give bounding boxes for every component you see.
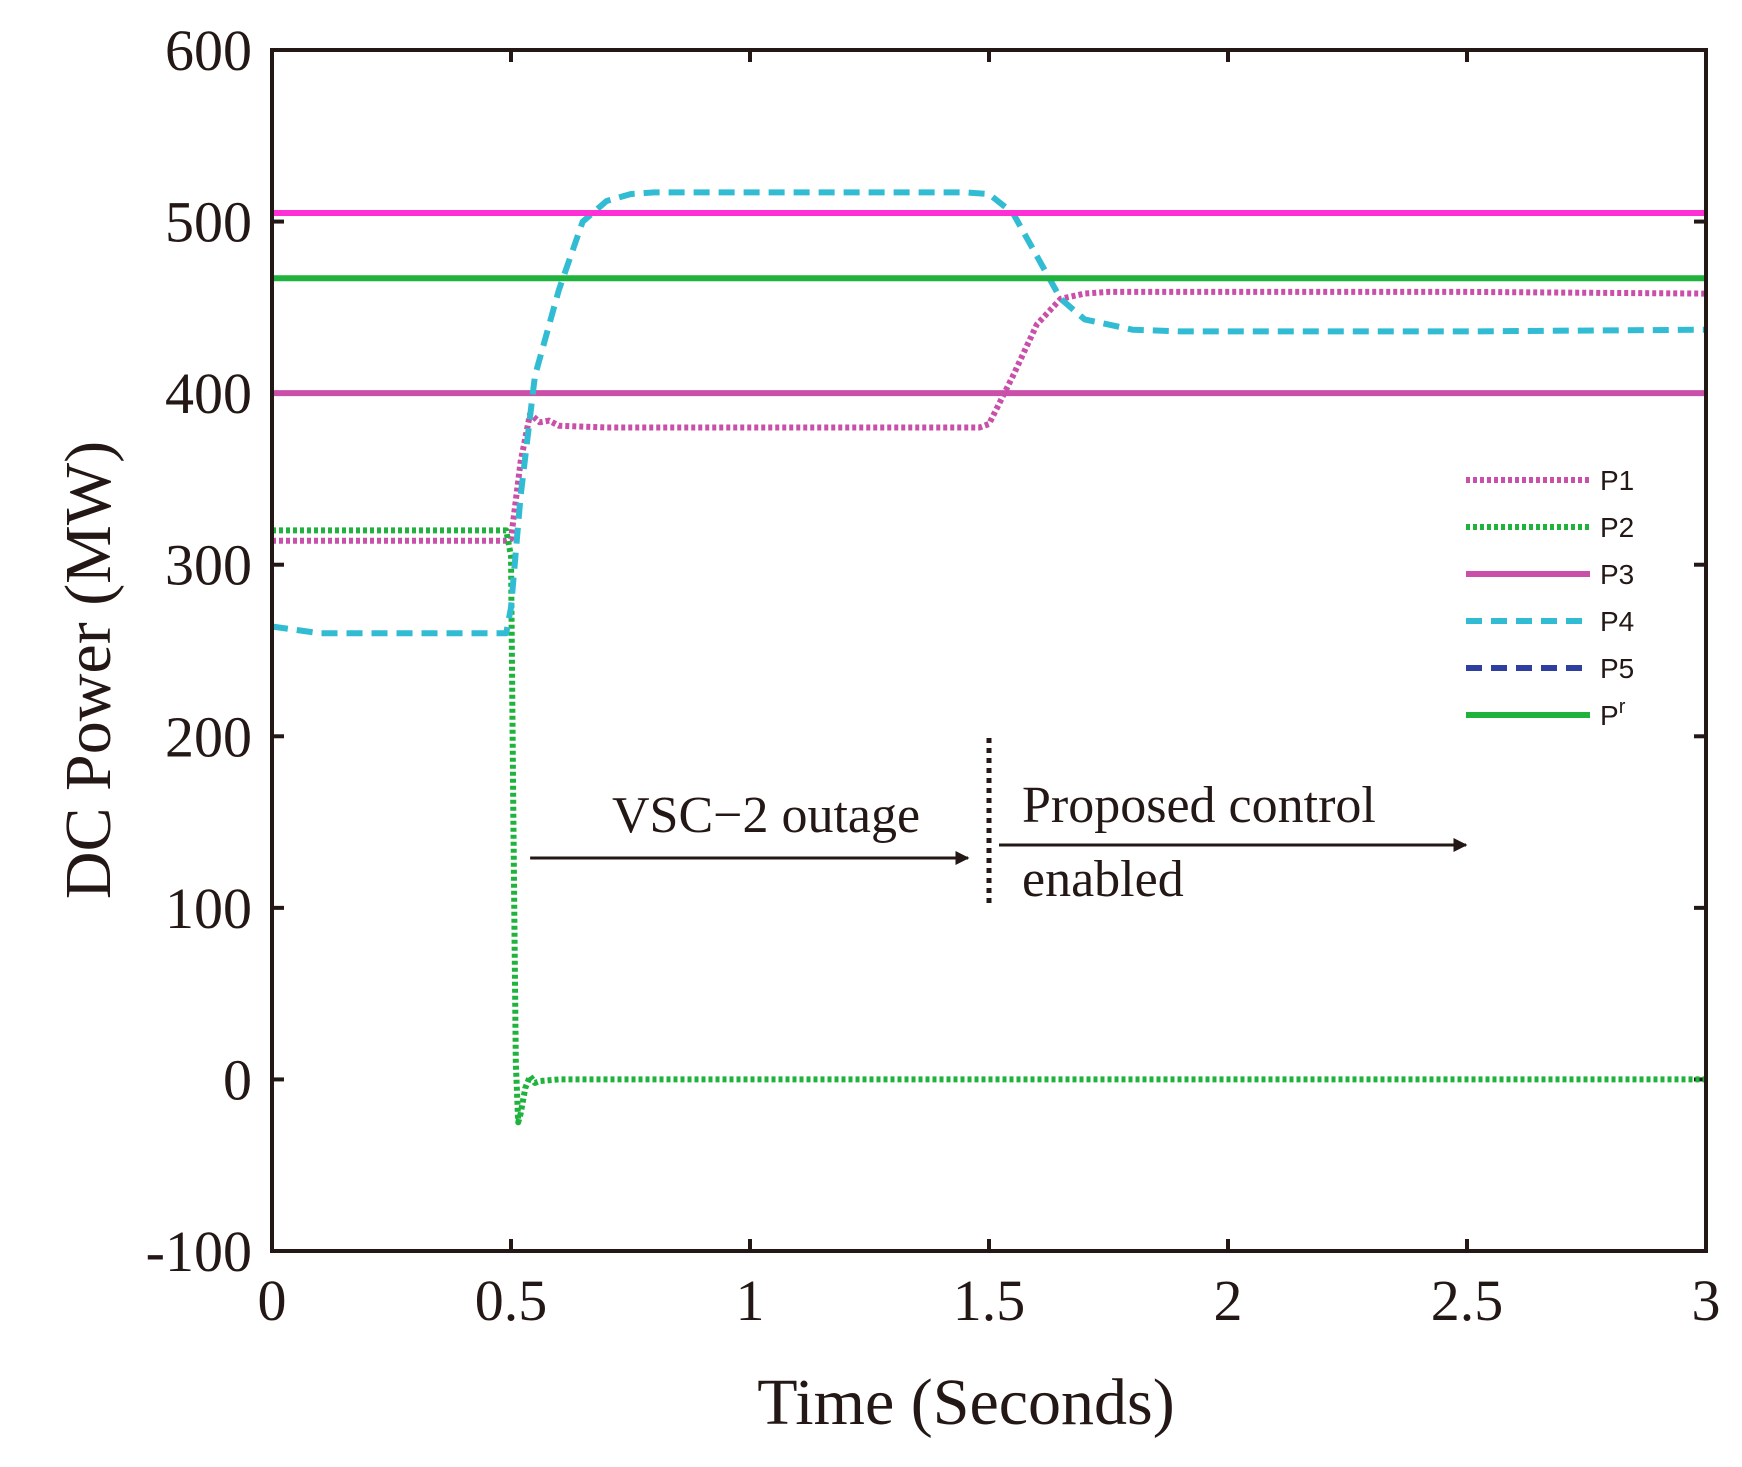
x-tick-label: 0.5 <box>475 1268 548 1333</box>
x-axis-title: Time (Seconds) <box>757 1366 1174 1439</box>
y-tick-label: 500 <box>165 190 252 255</box>
x-tick-label: 2 <box>1214 1268 1243 1333</box>
y-tick-label: 200 <box>165 704 252 769</box>
y-tick-label: 0 <box>223 1047 252 1112</box>
x-tick-label: 1.5 <box>953 1268 1026 1333</box>
legend-label-p2: P2 <box>1600 512 1634 543</box>
legend-label-p3: P3 <box>1600 559 1634 590</box>
x-tick-label: 2.5 <box>1431 1268 1504 1333</box>
y-tick-label: 400 <box>165 361 252 426</box>
y-tick-label: 100 <box>165 876 252 941</box>
legend-label-p4: P4 <box>1600 606 1634 637</box>
annotations: VSC−2 outage Proposed control enabled <box>530 738 1468 908</box>
outage-annotation: VSC−2 outage <box>612 787 920 844</box>
plot-frame <box>270 48 1708 1253</box>
x-tick-label: 3 <box>1692 1268 1721 1333</box>
control-annotation-line1: Proposed control <box>1022 777 1376 834</box>
series-line-p1 <box>272 288 1707 544</box>
y-tick-label: -100 <box>146 1219 252 1284</box>
legend-label-p1: P1 <box>1600 465 1634 496</box>
legend-label-p5: P5 <box>1600 653 1634 684</box>
y-tick-label: 300 <box>165 533 252 598</box>
x-tick-label: 0 <box>258 1268 287 1333</box>
y-tick-labels: -100 0 100 200 300 400 500 600 <box>146 18 252 1284</box>
y-axis-title: DC Power (MW) <box>52 441 125 899</box>
x-tick-label: 1 <box>736 1268 765 1333</box>
series-layer <box>271 189 1707 1126</box>
series-line-p2 <box>272 527 1706 1126</box>
control-annotation-line2: enabled <box>1022 851 1184 908</box>
y-tick-label: 600 <box>165 18 252 83</box>
x-tick-labels: 0 0.5 1 1.5 2 2.5 3 <box>258 1268 1721 1333</box>
series-line-p4 <box>271 189 1707 637</box>
